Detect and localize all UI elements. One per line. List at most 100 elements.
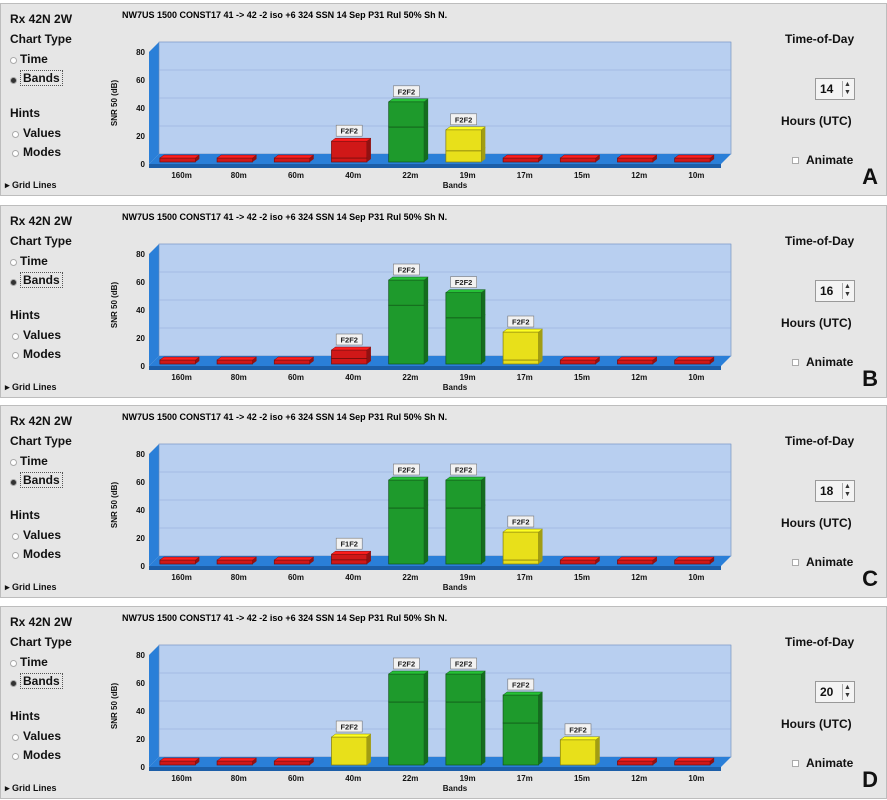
bar-segment-upper <box>388 279 425 306</box>
chart-controls: Rx 42N 2W Chart Type Time Bands Hints Values M… <box>1 607 101 798</box>
bands-radio[interactable] <box>10 680 17 687</box>
grid-lines-toggle[interactable]: ▸ Grid Lines <box>5 783 57 793</box>
time-of-day-controls: Time-of-Day 14 ▲ ▼ Hours (UTC) Animate A <box>761 4 886 195</box>
animate-checkbox[interactable] <box>792 760 799 767</box>
grid-lines-toggle[interactable]: ▸ Grid Lines <box>5 582 57 592</box>
time-of-day-label: Time-of-Day <box>785 234 855 248</box>
bar-chart: 0 20 40 60 80 SNR 50 (dB) 160m 80m 60m F1F2 40m F2F… <box>110 443 732 592</box>
x-tick-label: 19m <box>460 373 476 382</box>
x-tick-label: 80m <box>231 171 247 180</box>
bar-segment-side <box>366 734 371 765</box>
time-radio[interactable] <box>10 660 17 667</box>
modes-checkbox[interactable] <box>12 753 19 760</box>
animate-toggle[interactable]: Animate <box>792 756 853 770</box>
spinner-arrows-icon[interactable]: ▲ ▼ <box>842 81 852 97</box>
bar-15m <box>559 556 601 565</box>
bar-segment-side <box>481 505 486 564</box>
grid-lines-toggle[interactable]: ▸ Grid Lines <box>5 180 57 190</box>
x-tick-label: 80m <box>231 774 247 783</box>
floor-edge <box>149 767 721 771</box>
bar-segment <box>445 507 482 565</box>
chart-panel-c: Rx 42N 2W Chart Type Time Bands Hints Values M… <box>0 405 887 598</box>
animate-toggle[interactable]: Animate <box>792 555 853 569</box>
hour-spinner[interactable]: 14 ▲ ▼ <box>815 78 855 100</box>
x-tick-label: 40m <box>345 373 361 382</box>
bar-segment-upper-side <box>366 138 371 158</box>
bar-segment-top <box>216 757 258 762</box>
bands-radio[interactable] <box>10 279 17 286</box>
bar-160m <box>159 356 201 365</box>
bands-radio[interactable] <box>10 479 17 486</box>
y-axis-label: SNR 50 (dB) <box>110 482 119 529</box>
bar-segment <box>388 507 425 565</box>
bar-segment-side <box>595 155 600 162</box>
hint-label: F2F2 <box>398 660 416 669</box>
values-checkbox[interactable] <box>12 734 19 741</box>
bar-segment-side <box>710 758 715 765</box>
time-option-label: Time <box>20 52 48 66</box>
modes-checkbox[interactable] <box>12 352 19 359</box>
hour-spinner[interactable]: 20 ▲ ▼ <box>815 681 855 703</box>
animate-checkbox[interactable] <box>792 157 799 164</box>
hint-label: F2F2 <box>340 336 358 345</box>
hint-box <box>335 333 363 346</box>
spinner-arrows-icon[interactable]: ▲ ▼ <box>842 283 852 299</box>
hint-label: F2F2 <box>512 518 530 527</box>
spinner-arrows-icon[interactable]: ▲ ▼ <box>842 483 852 499</box>
x-axis-label: Bands <box>443 784 468 793</box>
bar-segment-upper-side <box>538 529 543 560</box>
hint-box <box>335 124 363 137</box>
bar-segment <box>159 157 196 163</box>
y-tick-label: 0 <box>141 763 146 772</box>
animate-checkbox[interactable] <box>792 359 799 366</box>
bar-segment-upper <box>331 553 368 561</box>
bar-segment-top <box>673 556 715 561</box>
y-tick-label: 60 <box>136 76 145 85</box>
modes-checkbox[interactable] <box>12 150 19 157</box>
values-option-label: Values <box>23 729 62 743</box>
bar-segment-side <box>195 155 200 162</box>
spinner-arrows-icon[interactable]: ▲ ▼ <box>842 684 852 700</box>
hour-spinner[interactable]: 18 ▲ ▼ <box>815 480 855 502</box>
animate-toggle[interactable]: Animate <box>792 153 853 167</box>
bar-segment-upper-side <box>481 477 486 508</box>
values-checkbox[interactable] <box>12 131 19 138</box>
modes-checkbox[interactable] <box>12 552 19 559</box>
bar-80m <box>216 154 258 163</box>
bar-segment-side <box>595 557 600 564</box>
values-checkbox[interactable] <box>12 533 19 540</box>
time-radio[interactable] <box>10 259 17 266</box>
bar-segment-side <box>538 155 543 162</box>
grid-lines-toggle[interactable]: ▸ Grid Lines <box>5 382 57 392</box>
bands-option-text: Bands <box>20 673 63 689</box>
time-radio[interactable] <box>10 459 17 466</box>
chart-type-heading: Chart Type <box>10 234 72 248</box>
bar-segment-upper-side <box>481 289 486 318</box>
values-checkbox[interactable] <box>12 333 19 340</box>
bar-segment <box>674 760 711 766</box>
bar-segment <box>674 559 711 565</box>
animate-toggle[interactable]: Animate <box>792 355 853 369</box>
bar-segment <box>674 157 711 163</box>
x-tick-label: 160m <box>171 573 191 582</box>
bar-segment-upper-top <box>445 670 487 675</box>
time-radio[interactable] <box>10 57 17 64</box>
bar-segment-top <box>673 757 715 762</box>
chart-title: NW7US 1500 CONST17 41 -> 42 -2 iso +6 32… <box>122 212 448 222</box>
bar-segment-upper-top <box>445 476 487 481</box>
animate-checkbox[interactable] <box>792 559 799 566</box>
x-tick-label: 12m <box>631 373 647 382</box>
hour-spinner[interactable]: 16 ▲ ▼ <box>815 280 855 302</box>
bar-17m: F2F2 <box>502 515 544 565</box>
grid-lines-label: Grid Lines <box>12 783 57 793</box>
bar-10m <box>673 154 715 163</box>
floor-edge <box>149 366 721 370</box>
x-tick-label: 80m <box>231 573 247 582</box>
y-axis-label: SNR 50 (dB) <box>110 80 119 127</box>
bar-segment-upper-side <box>481 671 486 702</box>
bands-radio[interactable] <box>10 77 17 84</box>
bar-19m: F2F2 <box>445 463 487 565</box>
hint-label: F2F2 <box>455 466 473 475</box>
bar-segment-top <box>216 556 258 561</box>
x-tick-label: 15m <box>574 573 590 582</box>
